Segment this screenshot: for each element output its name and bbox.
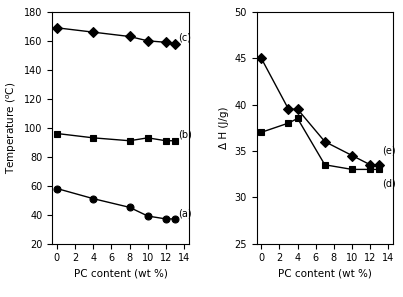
Text: (c): (c) xyxy=(178,33,191,43)
Text: (b): (b) xyxy=(178,130,191,140)
Y-axis label: Temperature ($^o$C): Temperature ($^o$C) xyxy=(4,82,19,174)
Text: (a): (a) xyxy=(178,208,191,218)
Text: (d): (d) xyxy=(382,178,396,188)
X-axis label: PC content (wt %): PC content (wt %) xyxy=(278,269,372,279)
X-axis label: PC content (wt %): PC content (wt %) xyxy=(74,269,167,279)
Text: (e): (e) xyxy=(382,146,396,156)
Y-axis label: Δ H (J/g): Δ H (J/g) xyxy=(219,106,229,149)
